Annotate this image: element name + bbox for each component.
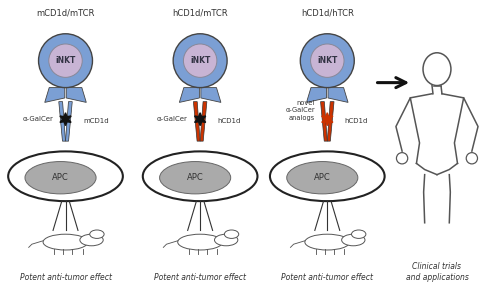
- Text: hCD1d/mTCR: hCD1d/mTCR: [172, 8, 228, 17]
- Ellipse shape: [143, 151, 258, 201]
- Text: APC: APC: [314, 173, 330, 182]
- Ellipse shape: [80, 234, 103, 246]
- Polygon shape: [44, 88, 65, 102]
- Text: Potent anti-tumor effect: Potent anti-tumor effect: [154, 273, 246, 282]
- Polygon shape: [322, 113, 333, 126]
- Polygon shape: [66, 88, 86, 102]
- Polygon shape: [180, 88, 200, 102]
- Ellipse shape: [43, 234, 88, 250]
- Ellipse shape: [184, 44, 217, 77]
- Ellipse shape: [160, 162, 230, 194]
- Polygon shape: [60, 113, 71, 126]
- Ellipse shape: [25, 162, 96, 194]
- Polygon shape: [66, 102, 72, 141]
- Ellipse shape: [270, 151, 384, 201]
- Text: APC: APC: [52, 173, 69, 182]
- Ellipse shape: [214, 234, 238, 246]
- Circle shape: [352, 230, 366, 238]
- Polygon shape: [194, 102, 200, 141]
- Text: iNKT: iNKT: [56, 56, 76, 65]
- Ellipse shape: [173, 34, 227, 88]
- Text: iNKT: iNKT: [317, 56, 338, 65]
- Polygon shape: [194, 113, 205, 126]
- Text: novel
α-GalCer
analogs: novel α-GalCer analogs: [285, 100, 315, 121]
- Circle shape: [90, 230, 104, 238]
- Polygon shape: [59, 102, 66, 141]
- Text: α-GalCer: α-GalCer: [22, 116, 53, 122]
- Text: Potent anti-tumor effect: Potent anti-tumor effect: [282, 273, 374, 282]
- Text: Clinical trials
and applications: Clinical trials and applications: [406, 262, 468, 282]
- Polygon shape: [320, 102, 328, 141]
- Ellipse shape: [305, 234, 350, 250]
- Text: mCD1d/mTCR: mCD1d/mTCR: [36, 8, 94, 17]
- Polygon shape: [328, 102, 334, 141]
- Polygon shape: [306, 88, 326, 102]
- Text: hCD1d: hCD1d: [344, 118, 368, 124]
- Ellipse shape: [286, 162, 358, 194]
- Text: iNKT: iNKT: [190, 56, 210, 65]
- Text: hCD1d/hTCR: hCD1d/hTCR: [301, 8, 354, 17]
- Ellipse shape: [310, 44, 344, 77]
- Ellipse shape: [342, 234, 365, 246]
- Ellipse shape: [49, 44, 82, 77]
- Ellipse shape: [178, 234, 222, 250]
- Text: hCD1d: hCD1d: [218, 118, 241, 124]
- Ellipse shape: [8, 151, 123, 201]
- Text: α-GalCer: α-GalCer: [157, 116, 188, 122]
- Text: APC: APC: [187, 173, 204, 182]
- Polygon shape: [200, 102, 207, 141]
- Text: Potent anti-tumor effect: Potent anti-tumor effect: [20, 273, 112, 282]
- Circle shape: [224, 230, 238, 238]
- Polygon shape: [201, 88, 221, 102]
- Text: mCD1d: mCD1d: [83, 118, 108, 124]
- Ellipse shape: [300, 34, 354, 88]
- Ellipse shape: [38, 34, 92, 88]
- Polygon shape: [328, 88, 348, 102]
